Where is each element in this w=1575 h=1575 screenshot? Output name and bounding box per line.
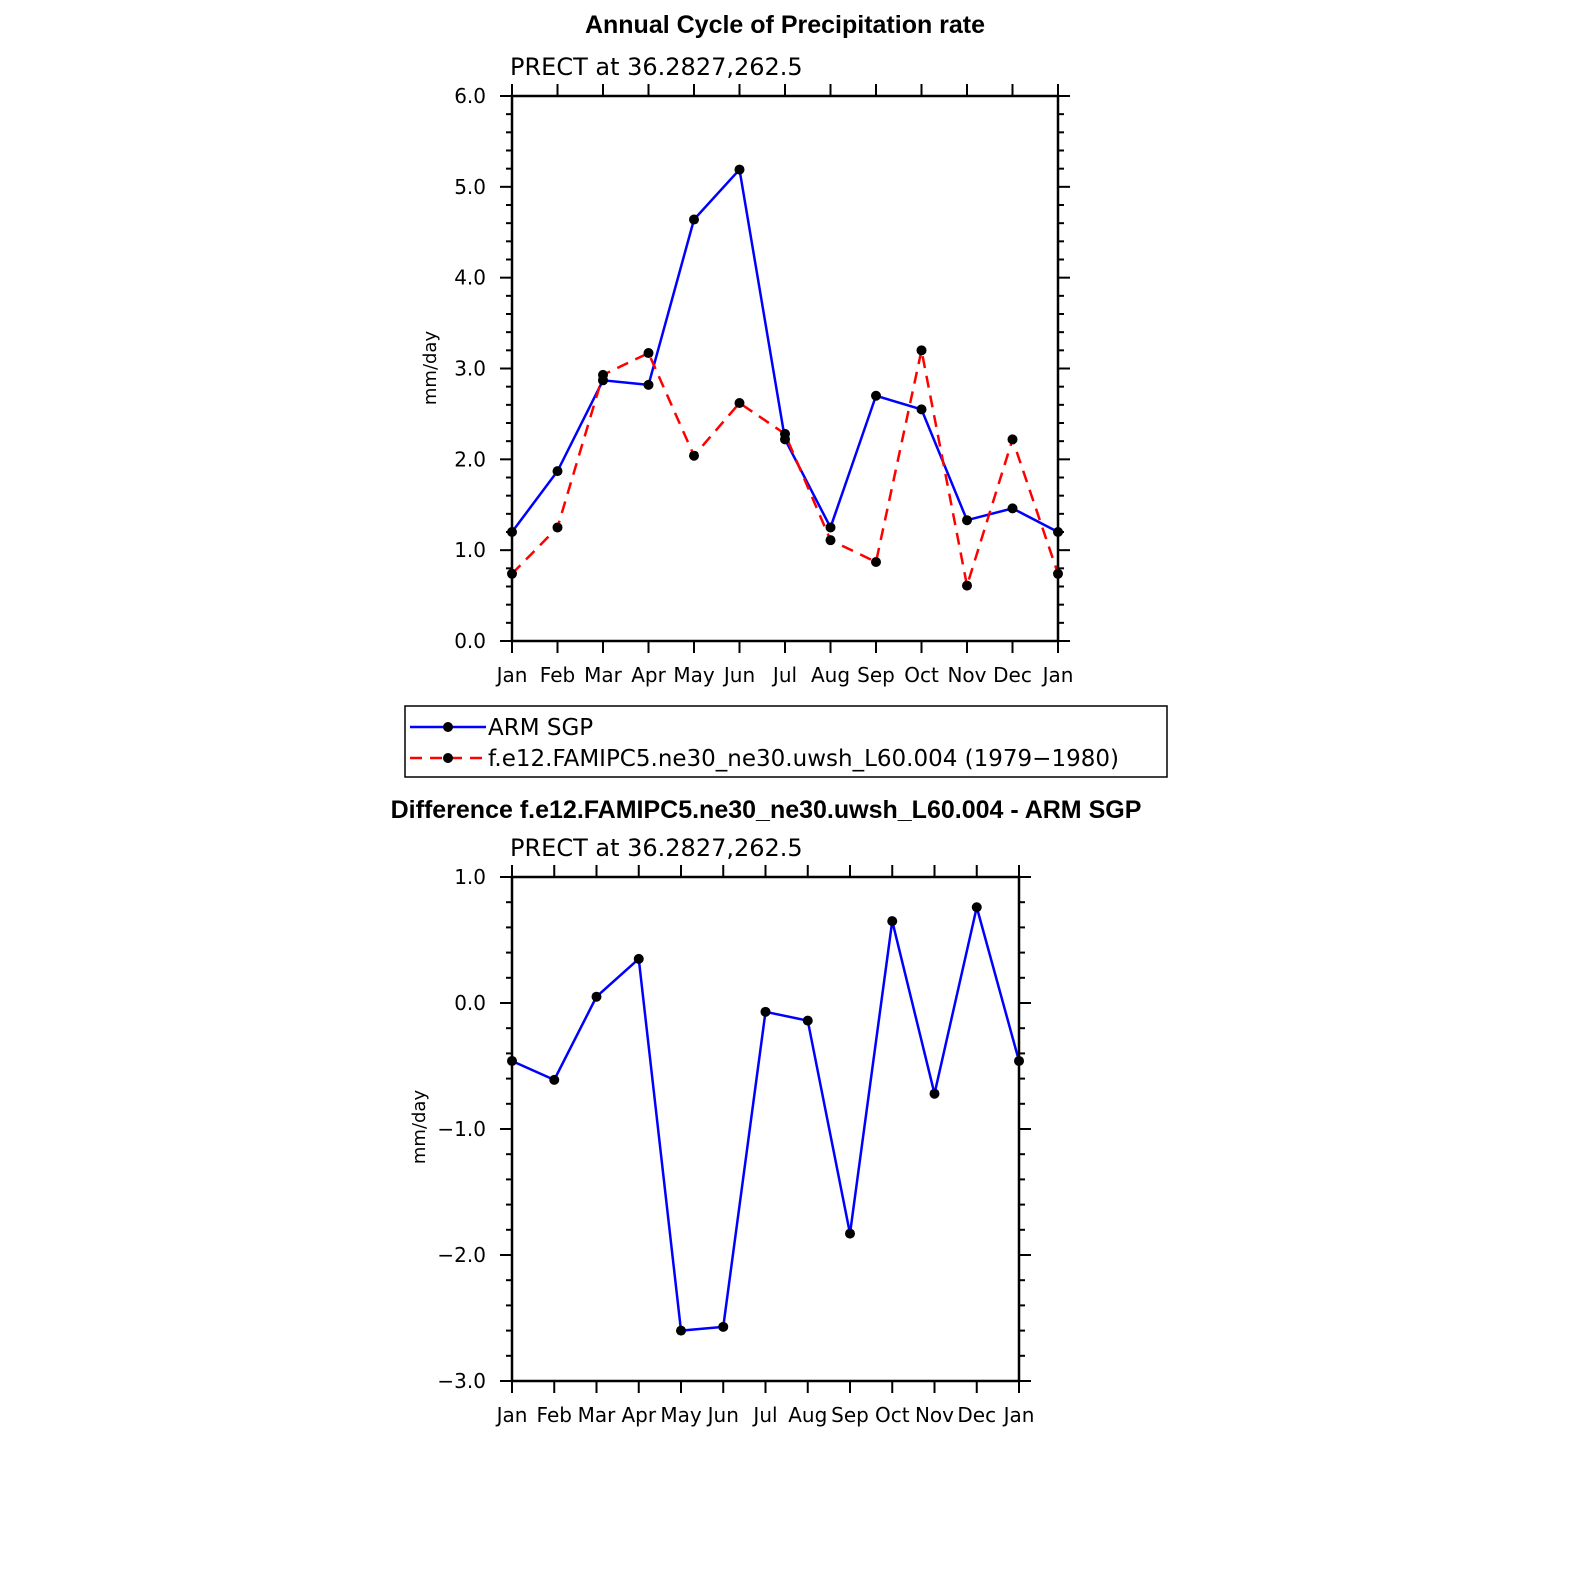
x-tick-label: Jun bbox=[706, 1403, 739, 1427]
chart1-legend: ARM SGP f.e12.FAMIPC5.ne30_ne30.uwsh_L60… bbox=[404, 705, 1168, 778]
series-0-point bbox=[760, 1006, 771, 1017]
series-0-point bbox=[971, 902, 982, 913]
x-tick-label: Jan bbox=[495, 663, 528, 687]
series-0-point bbox=[689, 214, 699, 225]
chart2-title: Difference f.e12.FAMIPC5.ne30_ne30.uwsh_… bbox=[391, 796, 1142, 824]
series-1-point bbox=[598, 369, 608, 380]
series-1-point bbox=[552, 522, 563, 533]
y-tick-label: 0.0 bbox=[454, 991, 486, 1015]
x-tick-label: Apr bbox=[621, 1403, 656, 1427]
series-0-point bbox=[1007, 503, 1018, 514]
series-0-point bbox=[887, 916, 898, 927]
x-tick-label: Jun bbox=[722, 663, 755, 687]
x-tick-label: Sep bbox=[857, 663, 895, 687]
x-tick-label: Jul bbox=[771, 663, 797, 687]
series-1-point bbox=[780, 428, 790, 439]
y-tick-label: −2.0 bbox=[437, 1243, 486, 1267]
x-tick-label: Dec bbox=[957, 1403, 996, 1427]
y-tick-label: −3.0 bbox=[437, 1369, 486, 1393]
series-1-point bbox=[734, 398, 745, 409]
chart2-series bbox=[507, 902, 1024, 1336]
y-tick-label: 4.0 bbox=[454, 266, 486, 290]
x-tick-label: Jul bbox=[751, 1403, 777, 1427]
y-tick-label: 1.0 bbox=[454, 538, 486, 562]
series-line-0 bbox=[510, 166, 1059, 534]
series-1-point bbox=[643, 348, 654, 359]
y-tick-label: 5.0 bbox=[454, 175, 486, 199]
legend-item-model: f.e12.FAMIPC5.ne30_ne30.uwsh_L60.004 (19… bbox=[410, 746, 1119, 772]
series-1-point bbox=[689, 450, 699, 461]
series-0-point bbox=[962, 515, 972, 526]
chart1-title: Annual Cycle of Precipitation rate bbox=[585, 11, 985, 39]
y-tick-label: 1.0 bbox=[454, 865, 486, 889]
series-1-point bbox=[916, 345, 927, 356]
series-0-point bbox=[802, 1015, 813, 1026]
x-tick-label: Feb bbox=[537, 1403, 572, 1427]
series-1-point bbox=[962, 580, 972, 591]
chart1-plot-frame bbox=[510, 94, 1060, 643]
x-tick-label: Dec bbox=[993, 663, 1032, 687]
chart2-ylabel: mm/day bbox=[409, 1090, 430, 1165]
y-tick-label: 6.0 bbox=[454, 84, 486, 108]
legend-marker-arm-sgp bbox=[443, 722, 453, 732]
chart2-subtitle: PRECT at 36.2827,262.5 bbox=[510, 834, 803, 862]
x-tick-label: Apr bbox=[631, 663, 666, 687]
legend-label-arm-sgp: ARM SGP bbox=[488, 715, 593, 741]
series-0-point bbox=[552, 466, 563, 477]
legend-label-model: f.e12.FAMIPC5.ne30_ne30.uwsh_L60.004 (19… bbox=[488, 746, 1119, 772]
y-tick-label: −1.0 bbox=[437, 1117, 486, 1141]
series-0-point bbox=[734, 164, 745, 175]
chart1-subtitle: PRECT at 36.2827,262.5 bbox=[510, 53, 803, 81]
series-0-point bbox=[676, 1325, 686, 1336]
series-0-point bbox=[643, 379, 654, 390]
chart2-plot-frame bbox=[510, 875, 1021, 1383]
x-tick-label: Mar bbox=[584, 663, 623, 687]
x-tick-label: Nov bbox=[947, 663, 986, 687]
series-0-point bbox=[633, 953, 644, 964]
legend-box bbox=[404, 705, 1168, 778]
x-tick-label: Sep bbox=[831, 1403, 869, 1427]
series-1-point bbox=[871, 556, 881, 567]
y-tick-label: 3.0 bbox=[454, 357, 486, 381]
chart1-ticks: Jan Feb Mar Apr May Jun Jul Aug Sep Oct Nov Dec Jan 0… bbox=[454, 84, 1073, 687]
legend-item-arm-sgp: ARM SGP bbox=[410, 715, 593, 741]
chart2-ticks: Jan Feb Mar Apr May Jun Jul Aug Sep Oct Nov Dec Jan−… bbox=[437, 865, 1034, 1427]
series-line-0 bbox=[511, 906, 1021, 1332]
series-0-point bbox=[845, 1228, 855, 1239]
series-0-point bbox=[929, 1088, 940, 1099]
annual-cycle-chart: Annual Cycle of Precipitation rate PRECT… bbox=[420, 11, 1073, 687]
series-0-point bbox=[718, 1321, 729, 1332]
series-1-point bbox=[825, 535, 836, 546]
x-tick-label: Jan bbox=[495, 1403, 528, 1427]
x-tick-label: Jan bbox=[1041, 663, 1074, 687]
x-tick-label: Feb bbox=[540, 663, 575, 687]
y-tick-label: 2.0 bbox=[454, 447, 486, 471]
x-tick-label: Aug bbox=[788, 1403, 827, 1427]
chart1-ylabel: mm/day bbox=[420, 331, 441, 406]
x-tick-label: May bbox=[673, 663, 715, 687]
series-0-point bbox=[591, 991, 602, 1002]
x-tick-label: Mar bbox=[578, 1403, 617, 1427]
difference-chart: Difference f.e12.FAMIPC5.ne30_ne30.uwsh_… bbox=[391, 796, 1142, 1427]
legend-marker-model bbox=[443, 753, 453, 763]
chart1-series bbox=[507, 164, 1063, 591]
x-tick-label: May bbox=[660, 1403, 702, 1427]
x-tick-label: Jan bbox=[1002, 1403, 1035, 1427]
series-0-point bbox=[825, 522, 836, 533]
y-tick-label: 0.0 bbox=[454, 629, 486, 653]
series-0-point bbox=[549, 1074, 560, 1085]
series-0-point bbox=[871, 390, 881, 401]
x-tick-label: Oct bbox=[875, 1403, 910, 1427]
x-tick-label: Nov bbox=[915, 1403, 954, 1427]
series-line-1 bbox=[511, 350, 1060, 586]
x-tick-label: Oct bbox=[904, 663, 939, 687]
series-0-point bbox=[916, 404, 927, 415]
series-1-point bbox=[1007, 434, 1018, 445]
x-tick-label: Aug bbox=[811, 663, 850, 687]
